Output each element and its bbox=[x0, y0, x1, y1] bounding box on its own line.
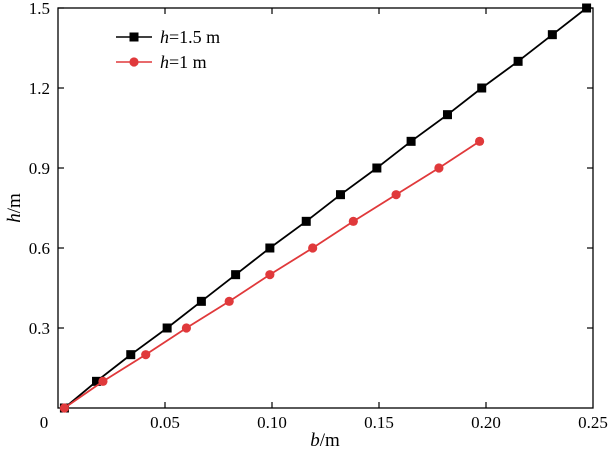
legend: h=1.5 m h=1 m bbox=[116, 27, 220, 72]
y-axis-label: h/m bbox=[4, 193, 25, 223]
legend-label-0: h=1.5 m bbox=[160, 27, 220, 47]
data-point bbox=[442, 110, 452, 120]
data-point bbox=[547, 30, 557, 40]
data-point bbox=[126, 350, 136, 360]
data-point bbox=[98, 376, 108, 386]
y-tick-label: 0.9 bbox=[29, 159, 50, 178]
data-point bbox=[406, 136, 416, 146]
data-point bbox=[196, 296, 206, 306]
legend-marker-1 bbox=[129, 57, 139, 67]
series-layer bbox=[59, 3, 592, 413]
data-point bbox=[477, 83, 487, 93]
x-axis-label: b/m bbox=[310, 430, 340, 451]
axis-ticks: 0 0.05 0.10 0.15 0.20 0.25 0.3 0.6 0.9 1.2 1.5 bbox=[29, 0, 608, 432]
x-tick-label: 0.10 bbox=[257, 413, 287, 432]
y-tick-label: 0.3 bbox=[29, 319, 50, 338]
y-tick-label: 1.2 bbox=[29, 79, 50, 98]
data-point bbox=[434, 163, 444, 173]
y-tick-label: 1.5 bbox=[29, 0, 50, 18]
data-point bbox=[308, 243, 318, 253]
data-point bbox=[265, 243, 275, 253]
legend-label-1: h=1 m bbox=[160, 52, 207, 72]
x-tick-label: 0 bbox=[40, 413, 49, 432]
data-point bbox=[224, 296, 234, 306]
data-point bbox=[181, 323, 191, 333]
data-point bbox=[141, 350, 151, 360]
legend-entry-0: h=1.5 m bbox=[116, 27, 220, 47]
legend-entry-1: h=1 m bbox=[116, 52, 207, 72]
data-point bbox=[301, 216, 311, 226]
data-point bbox=[265, 270, 275, 280]
series-line-0 bbox=[63, 7, 588, 409]
legend-marker-0 bbox=[129, 32, 139, 42]
data-point bbox=[59, 403, 70, 413]
plot-frame bbox=[57, 7, 594, 409]
y-tick-label: 0.6 bbox=[29, 239, 50, 258]
x-tick-label: 0.20 bbox=[471, 413, 501, 432]
x-tick-label: 0.15 bbox=[364, 413, 394, 432]
data-point bbox=[92, 376, 102, 386]
data-point bbox=[391, 190, 401, 200]
data-point bbox=[162, 323, 172, 333]
data-point bbox=[513, 56, 523, 66]
x-tick-label: 0.25 bbox=[578, 413, 608, 432]
data-point bbox=[231, 270, 241, 280]
data-point bbox=[474, 136, 485, 146]
data-point bbox=[372, 163, 382, 173]
data-point bbox=[348, 216, 358, 226]
data-point bbox=[335, 190, 345, 200]
x-tick-label: 0.05 bbox=[150, 413, 180, 432]
data-point bbox=[582, 3, 592, 13]
